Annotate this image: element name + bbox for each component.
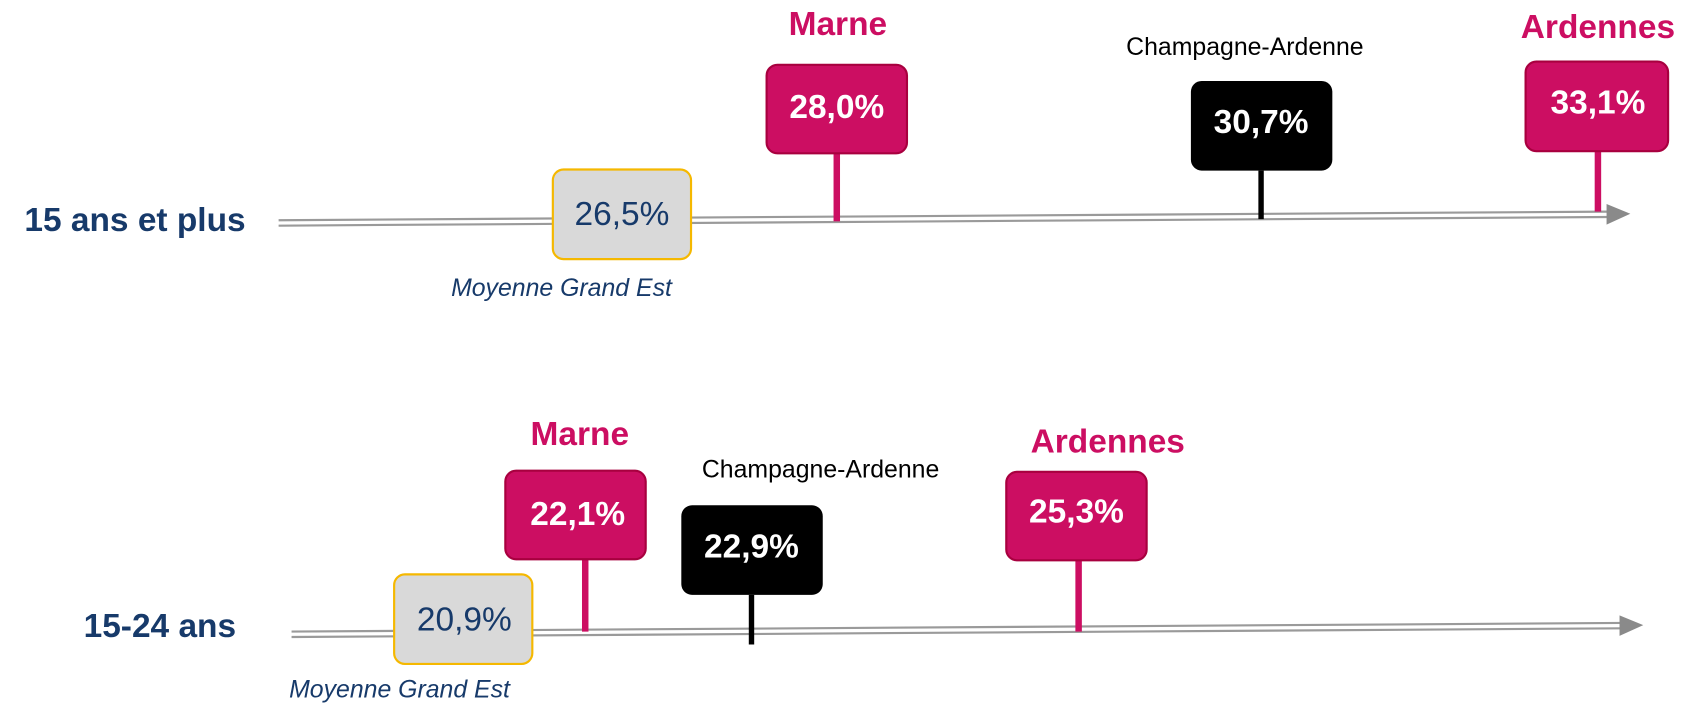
average-caption: Moyenne Grand Est — [289, 677, 511, 704]
marker-value: 22,1% — [530, 496, 625, 533]
row-label: 15 ans et plus — [24, 202, 245, 239]
marker-value: 28,0% — [789, 89, 884, 126]
average-box — [393, 573, 534, 666]
marker-box — [1005, 470, 1148, 562]
average-box — [551, 168, 693, 261]
marker-box — [765, 63, 909, 155]
marker-box — [1524, 60, 1670, 153]
average-caption: Moyenne Grand Est — [451, 275, 673, 302]
marker-value: 22,9% — [704, 528, 799, 565]
marker-value: 25,3% — [1029, 494, 1124, 531]
average-value: 26,5% — [575, 196, 670, 233]
marker-box — [681, 505, 823, 595]
marker-name: Champagne-Ardenne — [702, 456, 939, 483]
marker-box — [1190, 80, 1333, 171]
marker-name: Marne — [789, 6, 888, 43]
average-value: 20,9% — [417, 602, 512, 639]
marker-name: Ardennes — [1521, 9, 1675, 46]
axis — [278, 204, 1631, 227]
marker-name: Ardennes — [1031, 424, 1185, 461]
marker-name: Champagne-Ardenne — [1126, 34, 1363, 61]
marker-box — [504, 469, 647, 561]
row-label: 15-24 ans — [84, 608, 236, 645]
marker-name: Marne — [531, 416, 630, 453]
marker-value: 30,7% — [1214, 104, 1309, 141]
marker-value: 33,1% — [1550, 85, 1645, 122]
